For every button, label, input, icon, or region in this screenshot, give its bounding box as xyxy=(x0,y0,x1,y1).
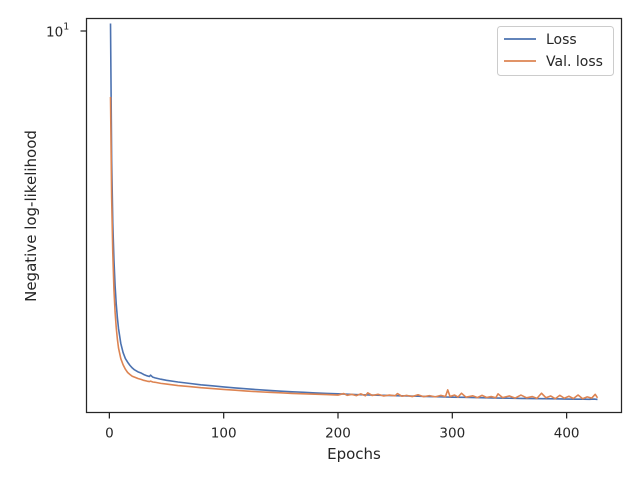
plot-frame xyxy=(85,17,623,414)
x-tick-label: 200 xyxy=(325,426,351,442)
x-axis: 0 100 200 300 400 xyxy=(105,412,580,442)
y-tick-label: 101 xyxy=(46,22,69,41)
x-axis-label: Epochs xyxy=(327,445,381,463)
x-tick-label: 0 xyxy=(105,426,114,442)
series-line-val-loss xyxy=(109,96,599,400)
legend: Loss Val. loss xyxy=(497,26,614,76)
y-axis-label: Negative log-likelihood xyxy=(22,130,40,302)
y-axis: 101 xyxy=(46,22,87,41)
x-tick-label: 100 xyxy=(211,426,237,442)
legend-label-val-loss: Val. loss xyxy=(546,54,603,70)
legend-label-loss: Loss xyxy=(546,32,577,48)
x-tick-label: 400 xyxy=(554,426,580,442)
series-line-loss xyxy=(109,23,598,401)
x-tick-label: 300 xyxy=(439,426,465,442)
plot-lines xyxy=(109,23,599,401)
